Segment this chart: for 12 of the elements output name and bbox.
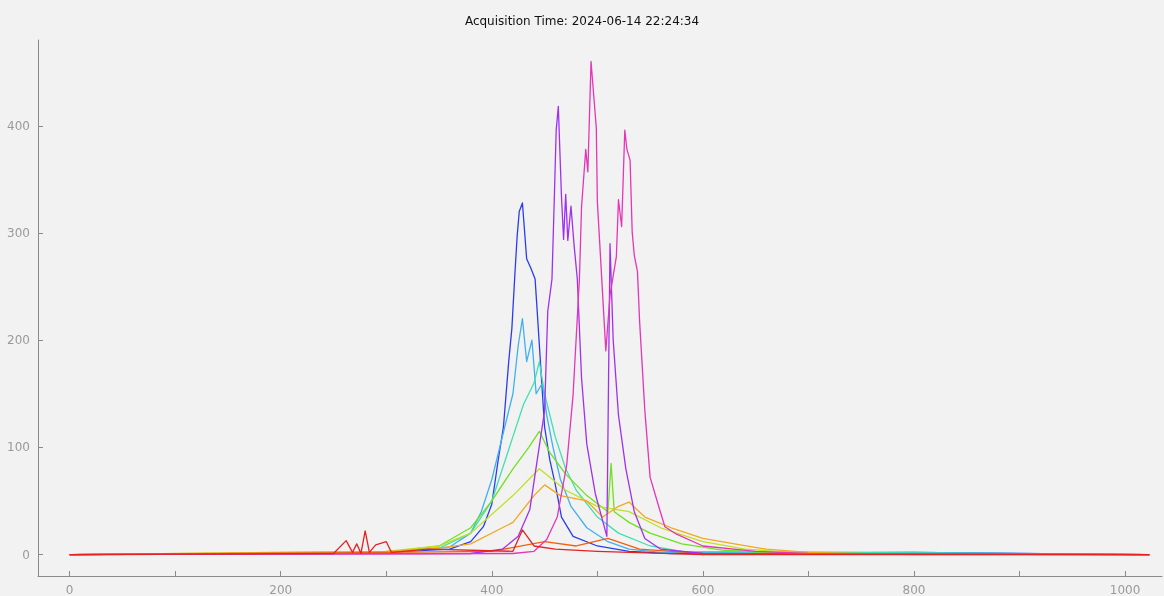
y-tick-label: 100 bbox=[7, 440, 30, 455]
y-tick-label: 300 bbox=[7, 225, 30, 240]
y-tick-label: 0 bbox=[22, 547, 30, 562]
x-tick-label: 0 bbox=[65, 583, 74, 596]
x-tick-label: 200 bbox=[269, 583, 293, 596]
x-tick-label: 400 bbox=[480, 583, 504, 596]
y-tick-label: 200 bbox=[7, 333, 30, 348]
y-tick-label: 400 bbox=[7, 118, 30, 133]
chart-title: Acquisition Time: 2024-06-14 22:24:34 bbox=[464, 14, 700, 28]
x-tick-label: 800 bbox=[902, 583, 926, 596]
x-tick-label: 600 bbox=[691, 583, 715, 596]
x-tick-label: 1000 bbox=[1109, 583, 1141, 596]
